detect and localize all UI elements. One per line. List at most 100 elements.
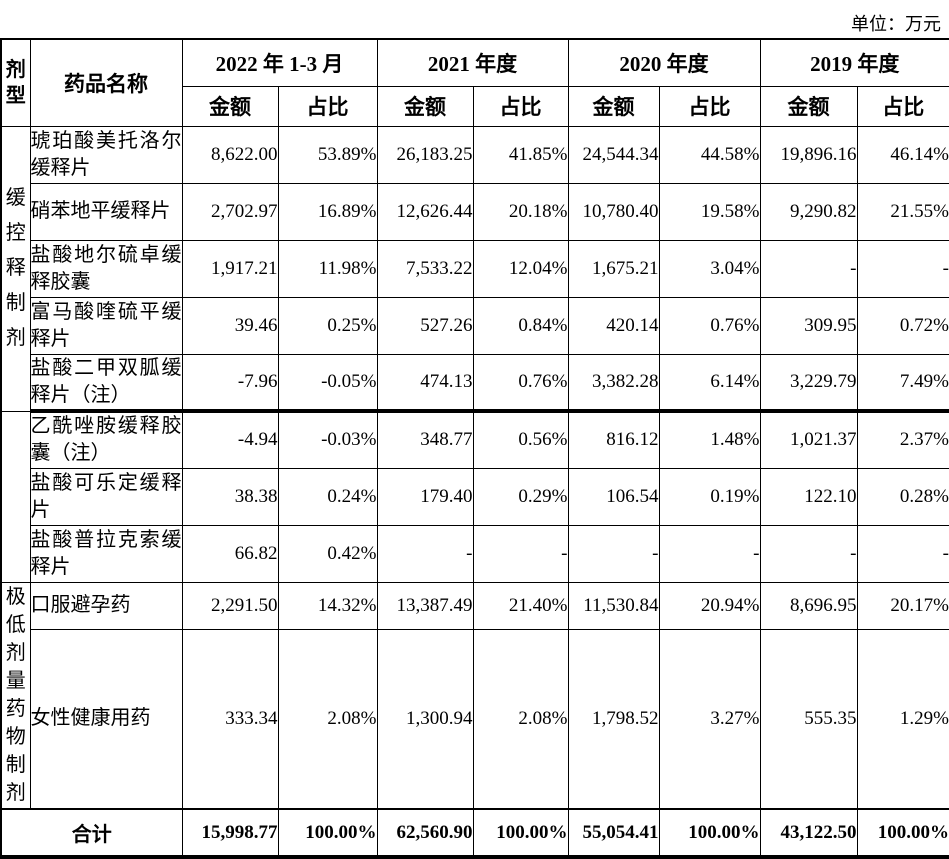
col-header-amount-2020: 金额 bbox=[567, 85, 660, 127]
ratio-cell: - bbox=[472, 524, 569, 583]
ratio-cell: 12.04% bbox=[472, 239, 569, 298]
amount-cell: - bbox=[376, 524, 474, 583]
dosage-form-group-low-dose: 极低剂量药物制剂 bbox=[0, 581, 31, 810]
total-ratio-cell: 100.00% bbox=[472, 808, 569, 858]
ratio-cell: 16.89% bbox=[277, 182, 378, 241]
total-ratio-cell: 100.00% bbox=[856, 808, 949, 858]
ratio-cell: 41.85% bbox=[472, 125, 569, 184]
drug-name-cell: 富马酸喹硫平缓释片 bbox=[29, 296, 183, 355]
amount-cell: 38.38 bbox=[181, 467, 279, 526]
col-header-ratio-2021: 占比 bbox=[472, 85, 569, 127]
ratio-cell: 7.49% bbox=[856, 353, 949, 413]
amount-cell: - bbox=[759, 524, 858, 583]
table-row: 硝苯地平缓释片 2,702.97 16.89% 12,626.44 20.18%… bbox=[1, 182, 949, 241]
table-row: 盐酸二甲双胍缓释片（注） -7.96 -0.05% 474.13 0.76% 3… bbox=[1, 353, 949, 413]
drug-name-cell: 琥珀酸美托洛尔缓释片 bbox=[29, 125, 183, 184]
table-row: 盐酸地尔硫卓缓释胶囊 1,917.21 11.98% 7,533.22 12.0… bbox=[1, 239, 949, 298]
ratio-cell: 0.24% bbox=[277, 467, 378, 526]
ratio-cell: 0.76% bbox=[472, 353, 569, 413]
amount-cell: 1,021.37 bbox=[759, 410, 858, 469]
table-row: 盐酸可乐定缓释片 38.38 0.24% 179.40 0.29% 106.54… bbox=[1, 467, 949, 526]
amount-cell: 2,291.50 bbox=[181, 581, 279, 630]
ratio-cell: 53.89% bbox=[277, 125, 378, 184]
ratio-cell: 20.17% bbox=[856, 581, 949, 630]
table-row: 富马酸喹硫平缓释片 39.46 0.25% 527.26 0.84% 420.1… bbox=[1, 296, 949, 355]
ratio-cell: 0.42% bbox=[277, 524, 378, 583]
dosage-form-group-sustained-release: 缓控释制剂 bbox=[0, 125, 31, 412]
table-row: 极低剂量药物制剂 口服避孕药 2,291.50 14.32% 13,387.49… bbox=[0, 581, 949, 810]
amount-cell: 333.34 bbox=[181, 628, 279, 810]
col-header-period-2021: 2021 年度 bbox=[376, 38, 569, 87]
amount-cell: 7,533.22 bbox=[376, 239, 474, 298]
amount-cell: 13,387.49 bbox=[376, 581, 474, 630]
col-header-dosage-form: 剂型 bbox=[0, 38, 31, 127]
col-header-amount-2022: 金额 bbox=[181, 85, 279, 127]
drug-name-cell: 口服避孕药 bbox=[29, 581, 183, 630]
amount-cell: 348.77 bbox=[376, 410, 474, 469]
col-header-ratio-2020: 占比 bbox=[658, 85, 761, 127]
col-header-amount-2019: 金额 bbox=[759, 85, 858, 127]
ratio-cell: 6.14% bbox=[658, 353, 761, 413]
amount-cell: 3,382.28 bbox=[567, 353, 660, 413]
ratio-cell: 3.04% bbox=[658, 239, 761, 298]
total-row: 合计 15,998.77 100.00% 62,560.90 100.00% 5… bbox=[0, 808, 949, 858]
total-amount-cell: 43,122.50 bbox=[759, 808, 858, 858]
table-row: 缓控释制剂 琥珀酸美托洛尔缓释片 8,622.00 53.89% 26,183.… bbox=[0, 125, 949, 412]
ratio-cell: - bbox=[856, 524, 949, 583]
ratio-cell: 0.29% bbox=[472, 467, 569, 526]
amount-cell: 2,702.97 bbox=[181, 182, 279, 241]
amount-cell: 474.13 bbox=[376, 353, 474, 413]
ratio-cell: 46.14% bbox=[856, 125, 949, 184]
col-header-period-2022: 2022 年 1-3 月 bbox=[181, 38, 378, 87]
total-amount-cell: 55,054.41 bbox=[567, 808, 660, 858]
amount-cell: 122.10 bbox=[759, 467, 858, 526]
amount-cell: 3,229.79 bbox=[759, 353, 858, 413]
col-header-amount-2021: 金额 bbox=[376, 85, 474, 127]
col-header-period-2020: 2020 年度 bbox=[567, 38, 761, 87]
amount-cell: 10,780.40 bbox=[567, 182, 660, 241]
amount-cell: 1,300.94 bbox=[376, 628, 474, 810]
ratio-cell: 0.56% bbox=[472, 410, 569, 469]
amount-cell: 9,290.82 bbox=[759, 182, 858, 241]
drug-name-cell: 盐酸地尔硫卓缓释胶囊 bbox=[29, 239, 183, 298]
total-label: 合计 bbox=[0, 808, 183, 858]
amount-cell: 24,544.34 bbox=[567, 125, 660, 184]
amount-cell: 309.95 bbox=[759, 296, 858, 355]
ratio-cell: 0.19% bbox=[658, 467, 761, 526]
amount-cell: 26,183.25 bbox=[376, 125, 474, 184]
col-header-ratio-2019: 占比 bbox=[856, 85, 949, 127]
ratio-cell: -0.03% bbox=[277, 410, 378, 469]
ratio-cell: 44.58% bbox=[658, 125, 761, 184]
amount-cell: 8,696.95 bbox=[759, 581, 858, 630]
col-header-period-2019: 2019 年度 bbox=[759, 38, 949, 87]
table-row: 盐酸普拉克索缓释片 66.82 0.42% - - - - - - bbox=[1, 524, 949, 583]
total-ratio-cell: 100.00% bbox=[658, 808, 761, 858]
col-header-ratio-2022: 占比 bbox=[277, 85, 378, 127]
ratio-cell: 0.72% bbox=[856, 296, 949, 355]
ratio-cell: 0.25% bbox=[277, 296, 378, 355]
ratio-cell: -0.05% bbox=[277, 353, 378, 413]
ratio-cell: 1.29% bbox=[856, 628, 949, 810]
ratio-cell: 3.27% bbox=[658, 628, 761, 810]
amount-cell: 555.35 bbox=[759, 628, 858, 810]
drug-name-cell: 硝苯地平缓释片 bbox=[29, 182, 183, 241]
amount-cell: 527.26 bbox=[376, 296, 474, 355]
amount-cell: 1,675.21 bbox=[567, 239, 660, 298]
ratio-cell: 2.08% bbox=[277, 628, 378, 810]
ratio-cell: 14.32% bbox=[277, 581, 378, 630]
table-row: 乙酰唑胺缓释胶囊（注） -4.94 -0.03% 348.77 0.56% 81… bbox=[0, 410, 949, 583]
amount-cell: 179.40 bbox=[376, 467, 474, 526]
ratio-cell: 20.18% bbox=[472, 182, 569, 241]
ratio-cell: - bbox=[856, 239, 949, 298]
ratio-cell: 0.84% bbox=[472, 296, 569, 355]
unit-label: 单位：万元 bbox=[851, 14, 941, 34]
ratio-cell: 2.08% bbox=[472, 628, 569, 810]
amount-cell: 12,626.44 bbox=[376, 182, 474, 241]
amount-cell: -7.96 bbox=[181, 353, 279, 413]
ratio-cell: 21.55% bbox=[856, 182, 949, 241]
amount-cell: 1,917.21 bbox=[181, 239, 279, 298]
amount-cell: - bbox=[759, 239, 858, 298]
drug-name-cell: 乙酰唑胺缓释胶囊（注） bbox=[29, 410, 183, 469]
drug-name-cell: 盐酸普拉克索缓释片 bbox=[29, 524, 183, 583]
drug-name-cell: 盐酸二甲双胍缓释片（注） bbox=[29, 353, 183, 413]
